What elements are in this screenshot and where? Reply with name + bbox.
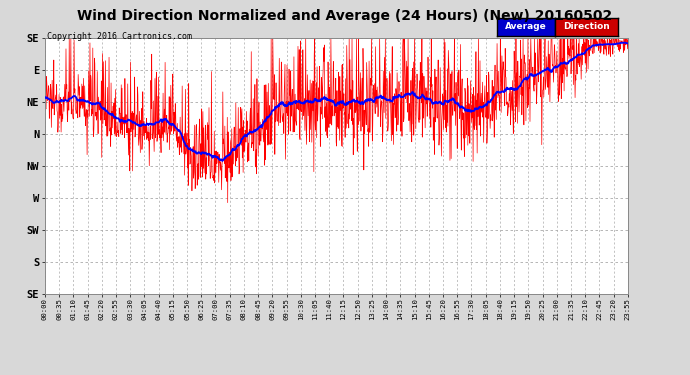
Text: Copyright 2016 Cartronics.com: Copyright 2016 Cartronics.com bbox=[47, 32, 192, 41]
Text: Direction: Direction bbox=[563, 22, 609, 31]
Text: Average: Average bbox=[505, 22, 546, 31]
Text: Wind Direction Normalized and Average (24 Hours) (New) 20160502: Wind Direction Normalized and Average (2… bbox=[77, 9, 613, 23]
